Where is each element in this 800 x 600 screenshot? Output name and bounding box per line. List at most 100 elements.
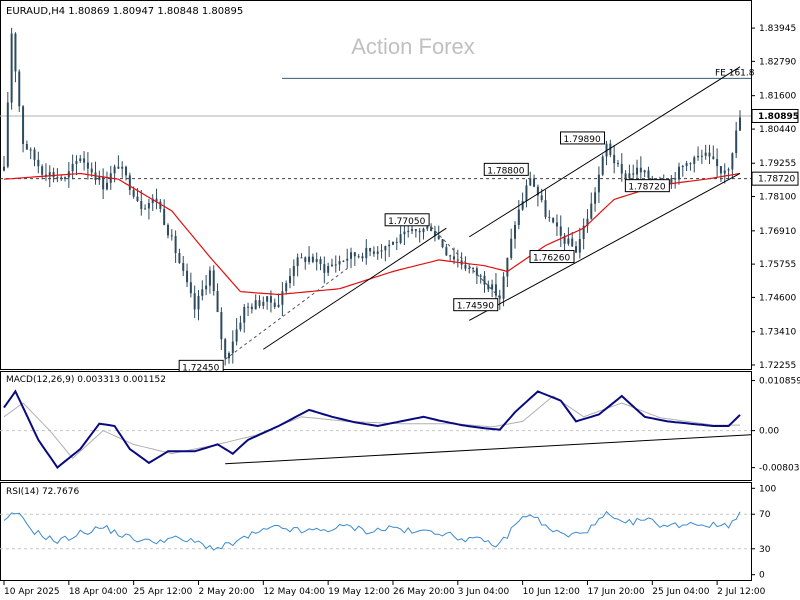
candles — [3, 27, 741, 366]
candle-body — [536, 186, 539, 196]
current-price-value: 1.80895 — [758, 112, 799, 122]
candle-body — [719, 166, 722, 174]
candle-body — [403, 231, 406, 235]
price-tick-label: 1.80440 — [759, 125, 796, 135]
candle-body — [411, 229, 414, 231]
candle-body — [670, 178, 673, 184]
candle-body — [254, 300, 257, 310]
time-tick-label: 10 Jun 12:00 — [523, 587, 580, 597]
candle-body — [533, 178, 536, 187]
time-tick-label: 10 Apr 2025 — [4, 587, 60, 597]
candle-body — [285, 283, 288, 292]
candle-body — [510, 238, 513, 258]
candle-body — [319, 259, 322, 265]
candle-body — [502, 276, 505, 299]
candle-body — [117, 166, 120, 169]
price-panel: Action Forex EURAUD,H4 1.80869 1.80947 1… — [0, 0, 799, 373]
candle-body — [456, 259, 459, 261]
candle-body — [372, 251, 375, 254]
candle-body — [697, 155, 700, 158]
macd-line — [3, 389, 741, 469]
candle-body — [136, 196, 139, 202]
candle-body — [681, 166, 684, 168]
candle-body — [449, 255, 452, 257]
candle-body — [163, 208, 166, 225]
candle-body — [723, 170, 726, 174]
rsi-axis: 100 70 30 0 — [751, 484, 776, 581]
candle-body — [464, 264, 467, 269]
candle-body — [56, 177, 59, 179]
candle-body — [29, 149, 32, 151]
swing-label-value: 1.79890 — [564, 135, 601, 145]
candle-body — [708, 152, 711, 157]
candle-body — [201, 289, 204, 296]
candle-body — [174, 236, 177, 254]
candle-body — [468, 267, 471, 269]
candle-body — [407, 230, 410, 232]
channel-line — [469, 173, 741, 321]
candle-body — [197, 295, 200, 310]
time-axis: 10 Apr 2025 18 Apr 04:00 25 Apr 12:00 2 May… — [3, 581, 766, 597]
price-tick-label: 1.79255 — [759, 159, 796, 169]
candle-body — [620, 163, 623, 174]
candle-body — [685, 163, 688, 167]
candle-body — [170, 235, 173, 237]
price-tick-label: 1.82790 — [759, 57, 796, 67]
level-price-value: 1.78720 — [758, 175, 795, 185]
candle-body — [239, 322, 242, 330]
candle-body — [37, 159, 40, 167]
macd-tick-label: -0.008032 — [759, 464, 800, 474]
candle-body — [350, 252, 353, 259]
candle-body — [98, 176, 101, 181]
price-tick-label: 1.74600 — [759, 293, 796, 303]
candle-body — [41, 166, 44, 175]
macd-trendline — [225, 434, 752, 465]
candle-body — [121, 166, 124, 169]
price-tick-label: 1.78100 — [759, 193, 796, 203]
price-tick-label: 1.76910 — [759, 227, 796, 237]
candle-body — [125, 166, 128, 176]
time-tick-label: 25 Jun 04:00 — [652, 587, 709, 597]
candle-body — [304, 257, 307, 262]
fib-label: FE 161.8 — [715, 68, 755, 78]
candle-body — [647, 170, 650, 179]
macd-signal-line — [3, 395, 740, 460]
candle-body — [102, 176, 105, 190]
candle-body — [479, 275, 482, 277]
candle-body — [262, 301, 265, 306]
time-tick-label: 18 Apr 04:00 — [69, 587, 128, 597]
price-tick-label: 1.73410 — [759, 328, 796, 338]
symbol-info: EURAUD,H4 1.80869 1.80947 1.80848 1.8089… — [6, 6, 243, 17]
candle-body — [544, 200, 547, 217]
watermark: Action Forex — [351, 34, 475, 59]
candle-body — [525, 185, 528, 202]
candle-body — [388, 244, 391, 247]
rsi-tick-label: 100 — [759, 484, 776, 494]
candle-body — [578, 239, 581, 253]
candle-body — [395, 241, 398, 243]
candle-body — [594, 192, 597, 204]
candle-body — [693, 157, 696, 164]
candle-body — [315, 259, 318, 262]
candle-body — [613, 154, 616, 164]
candle-body — [308, 256, 311, 262]
candle-body — [224, 339, 227, 359]
swing-label-value: 1.72450 — [182, 363, 219, 373]
candle-body — [132, 190, 135, 197]
candle-body — [159, 201, 162, 209]
candle-body — [296, 257, 299, 267]
rsi-panel-frame — [0, 482, 752, 581]
current-price-box — [751, 108, 799, 123]
candle-body — [475, 268, 478, 276]
candle-body — [18, 71, 21, 107]
candle-body — [548, 216, 551, 218]
candle-body — [601, 156, 604, 175]
level-price-box — [751, 171, 799, 186]
candle-body — [273, 302, 276, 307]
candle-body — [128, 175, 131, 191]
candle-body — [704, 152, 707, 156]
candle-body — [739, 117, 741, 131]
candle-body — [586, 218, 589, 226]
macd-panel: MACD(12,26,9) 0.003313 0.001152 0.010859… — [0, 371, 800, 481]
